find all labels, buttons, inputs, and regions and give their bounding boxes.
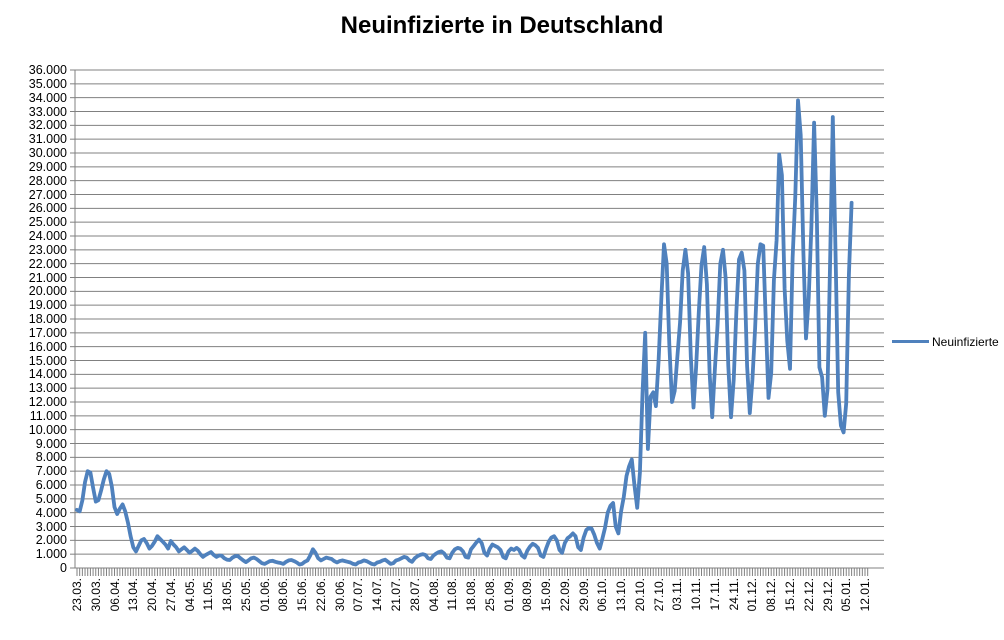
x-axis-tick-label: 20.04. xyxy=(145,578,159,612)
x-axis-tick-label: 27.10. xyxy=(651,578,666,612)
x-axis-tick-label: 06.04. xyxy=(107,578,122,612)
y-axis-tick-label: 25.000 xyxy=(28,215,67,230)
y-axis-tick-label: 36.000 xyxy=(28,63,67,77)
x-axis-tick-label: 04.05. xyxy=(182,578,197,612)
series-line-neuinfizierte xyxy=(75,98,854,567)
x-axis-tick-label: 22.06. xyxy=(313,578,328,612)
y-axis-tick-label: 18.000 xyxy=(28,312,67,326)
y-axis-tick-label: 27.000 xyxy=(28,187,67,202)
x-axis-tick-label: 29.09. xyxy=(576,578,591,612)
y-axis-tick-label: 31.000 xyxy=(28,132,67,147)
y-axis-tick-label: 14.000 xyxy=(28,367,67,382)
x-axis-tick-label: 13.04. xyxy=(126,578,141,612)
x-axis-tick-label: 30.03. xyxy=(88,578,103,612)
x-axis-tick-label: 15.09. xyxy=(539,578,554,612)
y-axis-tick-label: 28.000 xyxy=(28,173,67,188)
x-axis-tick-label: 20.10. xyxy=(632,578,647,612)
x-axis-tick-label: 06.10. xyxy=(595,578,610,612)
y-axis-tick-label: 4.000 xyxy=(35,505,67,520)
y-axis-tick-label: 16.000 xyxy=(28,339,67,354)
x-axis-tick-label: 29.12. xyxy=(820,578,835,612)
y-axis-tick-label: 21.000 xyxy=(28,270,67,285)
y-axis-tick-label: 34.000 xyxy=(28,90,67,105)
x-axis-tick-label: 15.06. xyxy=(295,578,310,612)
y-axis-tick-label: 9.000 xyxy=(35,436,67,451)
y-axis-tick-label: 0 xyxy=(60,561,67,575)
x-axis-tick-label: 30.06. xyxy=(332,578,347,612)
y-axis-tick-label: 32.000 xyxy=(28,118,67,133)
y-axis-tick-label: 17.000 xyxy=(28,325,67,340)
y-axis-tick-label: 13.000 xyxy=(28,381,67,396)
x-axis-tick-label: 24.11. xyxy=(726,578,741,611)
x-axis-tick-label: 28.07. xyxy=(407,578,422,612)
y-axis-tick-label: 6.000 xyxy=(35,478,67,492)
y-axis-tick-label: 26.000 xyxy=(28,201,67,216)
x-axis-tick-label: 25.08. xyxy=(482,578,497,612)
x-axis-tick-label: 08.12. xyxy=(764,578,779,612)
x-axis-tick-label: 03.11. xyxy=(670,578,685,611)
x-axis-tick-label: 01.09. xyxy=(501,578,516,612)
x-axis-tick-label: 01.12. xyxy=(745,578,760,612)
y-axis-tick-label: 1.000 xyxy=(35,547,67,562)
y-axis-tick-label: 35.000 xyxy=(28,76,67,91)
y-axis-tick-label: 8.000 xyxy=(35,450,67,465)
x-axis-tick-label: 07.07. xyxy=(351,578,366,612)
y-axis-tick-label: 5.000 xyxy=(35,491,67,506)
x-axis-tick-label: 15.12. xyxy=(783,578,797,612)
x-axis-tick-label: 01.06. xyxy=(257,578,272,612)
y-axis-tick-label: 22.000 xyxy=(28,256,67,271)
y-axis-tick-label: 11.000 xyxy=(29,408,67,423)
y-axis-tick-label: 23.000 xyxy=(28,242,67,257)
y-axis-tick-label: 3.000 xyxy=(35,519,67,534)
y-axis-tick-label: 2.000 xyxy=(35,533,67,548)
x-axis-tick-label: 18.05. xyxy=(220,578,235,612)
x-axis-tick-label: 04.08. xyxy=(426,578,441,612)
x-axis-tick-label: 21.07. xyxy=(389,578,403,612)
x-axis-tick-label: 05.01. xyxy=(839,578,854,612)
y-axis-tick-label: 19.000 xyxy=(28,298,67,313)
y-axis-tick-label: 30.000 xyxy=(28,146,67,160)
x-axis-tick-label: 14.07. xyxy=(370,578,385,612)
y-axis-tick-label: 12.000 xyxy=(28,395,67,409)
chart-title: Neuinfizierte in Deutschland xyxy=(340,12,664,39)
x-axis-tick-label: 08.09. xyxy=(520,578,535,612)
y-axis-tick-label: 10.000 xyxy=(28,422,67,437)
y-axis-tick-label: 15.000 xyxy=(28,353,67,368)
y-axis-tick-label: 7.000 xyxy=(35,464,67,479)
y-axis-tick-label: 24.000 xyxy=(28,229,67,243)
x-axis-tick-label: 22.09. xyxy=(557,578,572,612)
x-axis-tick-label: 25.05. xyxy=(238,578,253,612)
x-axis-tick-label: 12.01. xyxy=(858,578,872,612)
x-axis-tick-label: 10.11. xyxy=(689,578,704,611)
x-axis-tick-label: 11.08. xyxy=(445,578,460,611)
x-axis-tick-label: 17.11. xyxy=(707,578,722,611)
x-axis-tick-label: 22.12. xyxy=(801,578,816,612)
x-axis-tick-label: 11.05. xyxy=(201,578,216,611)
x-axis-tick-label: 18.08. xyxy=(464,578,478,612)
legend-line-sample xyxy=(892,340,929,343)
x-axis-tick-label: 23.03. xyxy=(70,578,84,612)
x-axis-tick-label: 08.06. xyxy=(276,578,291,612)
y-axis-tick-label: 33.000 xyxy=(28,104,67,119)
x-axis-tick-label: 13.10. xyxy=(614,578,629,612)
x-axis-tick-label: 27.04. xyxy=(163,578,178,612)
y-axis-tick-label: 20.000 xyxy=(28,284,67,299)
y-axis-tick-label: 29.000 xyxy=(28,159,67,174)
legend-label: Neuinfizierte xyxy=(932,334,999,349)
legend: Neuinfizierte xyxy=(892,333,999,350)
